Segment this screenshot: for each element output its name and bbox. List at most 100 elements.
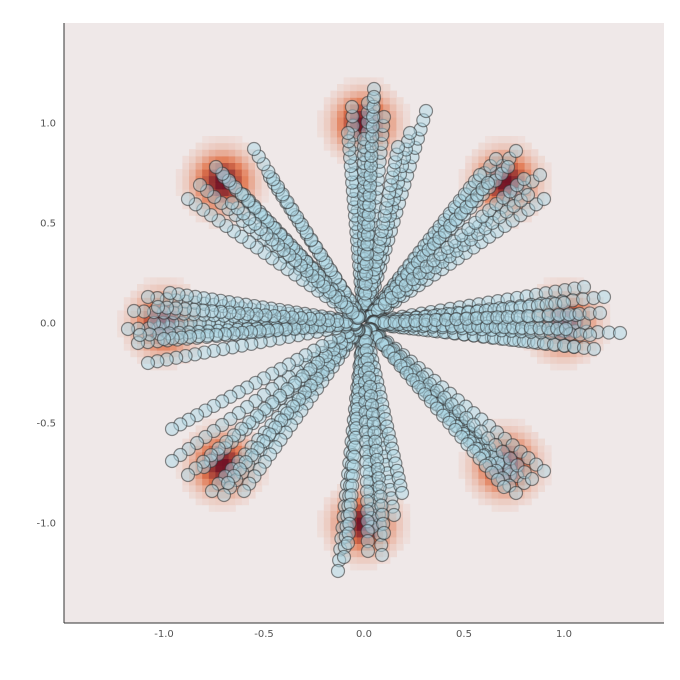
- heatmap-cell: [202, 142, 210, 150]
- heatmap-cell: [531, 491, 539, 499]
- heatmap-cell: [330, 110, 338, 118]
- heatmap-cell: [403, 503, 411, 511]
- heatmap-cell: [531, 432, 539, 440]
- heatmap-cell: [235, 498, 243, 506]
- heatmap-cell: [458, 465, 466, 473]
- heatmap-cell: [202, 149, 210, 157]
- heatmap-cell: [550, 350, 558, 358]
- heatmap-cell: [485, 498, 493, 506]
- heatmap-cell: [518, 162, 526, 170]
- heatmap-cell: [255, 188, 263, 196]
- heatmap-cell: [363, 556, 371, 564]
- heatmap-cell: [603, 317, 611, 325]
- heatmap-cell: [130, 350, 138, 358]
- heatmap-cell: [363, 84, 371, 92]
- heatmap-cell: [137, 317, 145, 325]
- heatmap-cell: [195, 484, 203, 492]
- heatmap-cell: [531, 445, 539, 453]
- heatmap-cell: [356, 510, 364, 518]
- heatmap-cell: [498, 418, 506, 426]
- heatmap-cell: [465, 465, 473, 473]
- heatmap-cell: [163, 277, 171, 285]
- heatmap-cell: [170, 277, 178, 285]
- heatmap-cell: [208, 182, 216, 190]
- heatmap-cell: [189, 484, 197, 492]
- heatmap-cell: [465, 484, 473, 492]
- heatmap-cell: [383, 84, 391, 92]
- trajectory-point: [344, 99, 360, 115]
- heatmap-cell: [241, 169, 249, 177]
- heatmap-cell: [189, 149, 197, 157]
- heatmap-cell: [323, 543, 331, 551]
- heatmap-cell: [356, 523, 364, 531]
- heatmap-cell: [396, 536, 404, 544]
- heatmap-cell: [504, 418, 512, 426]
- heatmap-cell: [383, 103, 391, 111]
- x-tick-label: -1.0: [154, 629, 174, 640]
- heatmap-cell: [241, 498, 249, 506]
- heatmap-cell: [356, 117, 364, 125]
- heatmap-cell: [524, 425, 532, 433]
- heatmap-cell: [222, 162, 230, 170]
- trajectory-point: [520, 187, 536, 203]
- heatmap-cell: [537, 162, 545, 170]
- heatmap-cell: [498, 491, 506, 499]
- heatmap-cell: [556, 277, 564, 285]
- trajectory-point: [340, 535, 356, 551]
- heatmap-cell: [556, 350, 564, 358]
- heatmap-cell: [208, 155, 216, 163]
- heatmap-cell: [156, 277, 164, 285]
- heatmap-cell: [337, 90, 345, 98]
- heatmap-cell: [117, 310, 125, 318]
- y-tick-label: -0.5: [36, 419, 56, 430]
- heatmap-cell: [356, 556, 364, 564]
- heatmap-cell: [396, 123, 404, 131]
- heatmap-cell: [215, 149, 223, 157]
- heatmap-cell: [189, 432, 197, 440]
- heatmap-cell: [518, 425, 526, 433]
- heatmap-cell: [458, 182, 466, 190]
- trajectory-point: [340, 125, 356, 141]
- heatmap-cell: [363, 77, 371, 85]
- heatmap-cell: [531, 188, 539, 196]
- heatmap-cell: [195, 498, 203, 506]
- heatmap-cell: [389, 117, 397, 125]
- heatmap-cell: [215, 155, 223, 163]
- heatmap-cell: [485, 195, 493, 203]
- x-tick-label: 0.0: [356, 629, 372, 640]
- heatmap-cell: [195, 215, 203, 223]
- heatmap-cell: [189, 182, 197, 190]
- heatmap-cell: [215, 504, 223, 512]
- heatmap-cell: [478, 491, 486, 499]
- heatmap-cell: [208, 175, 216, 183]
- heatmap-cell: [570, 363, 578, 371]
- heatmap-cell: [356, 530, 364, 538]
- heatmap-cell: [396, 97, 404, 105]
- heatmap-cell: [175, 465, 183, 473]
- heatmap-cell: [498, 498, 506, 506]
- heatmap-cell: [176, 277, 184, 285]
- heatmap-cell: [215, 182, 223, 190]
- heatmap-cell: [202, 169, 210, 177]
- heatmap-cell: [182, 438, 190, 446]
- heatmap-cell: [182, 175, 190, 183]
- heatmap-cell: [202, 471, 210, 479]
- trajectory-point: [536, 463, 552, 479]
- heatmap-cell: [403, 523, 411, 531]
- heatmap-cell: [518, 155, 526, 163]
- heatmap-cell: [544, 478, 552, 486]
- heatmap-cell: [389, 530, 397, 538]
- trajectory-point: [162, 285, 178, 301]
- heatmap-cell: [465, 155, 473, 163]
- heatmap-cell: [531, 155, 539, 163]
- heatmap-cell: [235, 155, 243, 163]
- heatmap-cell: [317, 517, 325, 525]
- heatmap-cell: [356, 103, 364, 111]
- trajectory-point: [576, 279, 592, 295]
- heatmap-cell: [403, 103, 411, 111]
- heatmap-cell: [544, 458, 552, 466]
- trajectory-point: [246, 141, 262, 157]
- heatmap-cell: [323, 103, 331, 111]
- heatmap-cell: [403, 536, 411, 544]
- heatmap-cell: [175, 188, 183, 196]
